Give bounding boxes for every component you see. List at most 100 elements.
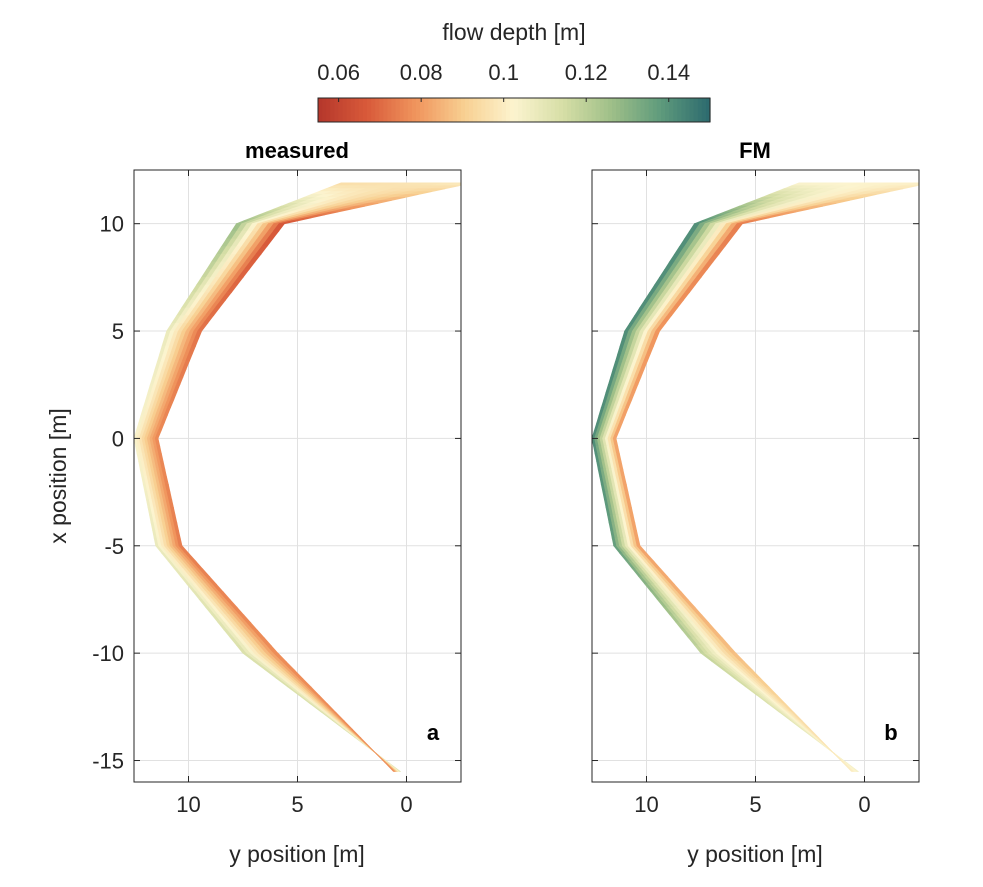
colorbar-tick-labels: 0.06 0.08 0.1 0.12 0.14	[317, 60, 690, 85]
x-tick-labels-fm: 10 5 0	[634, 792, 870, 817]
channel-fm	[592, 182, 919, 772]
colorbar-tick-label: 0.08	[400, 60, 443, 85]
colorbar-swatch	[546, 98, 552, 122]
colorbar-tick-label: 0.14	[647, 60, 690, 85]
colorbar-swatch	[514, 98, 519, 122]
colorbar-swatch	[599, 98, 605, 122]
colorbar-swatch	[575, 98, 580, 122]
x-axis-label-fm: y position [m]	[687, 841, 823, 867]
colorbar-swatch	[428, 98, 433, 122]
colorbar-swatch	[477, 98, 482, 122]
colorbar-swatch	[538, 98, 544, 122]
colorbar-swatch	[550, 98, 556, 122]
colorbar-swatch	[407, 98, 413, 122]
colorbar-swatch	[685, 98, 691, 122]
colorbar-swatch	[460, 98, 466, 122]
depth-cell	[384, 762, 396, 772]
colorbar-swatch	[669, 98, 674, 122]
colorbar-swatch	[612, 98, 617, 122]
colorbar-frame	[317, 97, 711, 123]
colorbar-tick-label: 0.06	[317, 60, 360, 85]
colorbar-swatch	[391, 98, 397, 122]
colorbar-swatch	[501, 98, 507, 122]
colorbar-swatch	[416, 98, 421, 122]
colorbar-swatch	[362, 98, 368, 122]
colorbar-swatch	[628, 98, 634, 122]
colorbar-swatch	[440, 98, 446, 122]
colorbar-swatch	[554, 98, 560, 122]
colorbar-swatch	[603, 98, 609, 122]
colorbar-swatch	[558, 98, 564, 122]
colorbar-swatch	[481, 98, 487, 122]
colorbar-swatch	[469, 98, 474, 122]
x-axis-label-measured: y position [m]	[229, 841, 365, 867]
depth-cell	[375, 754, 387, 764]
colorbar-swatch	[403, 98, 409, 122]
colorbar-swatch	[616, 98, 621, 122]
colorbar-ticks	[338, 98, 670, 102]
colorbar-swatch	[620, 98, 625, 122]
colorbar-swatch	[379, 98, 384, 122]
colorbar-swatch	[689, 98, 695, 122]
colorbar-swatch	[636, 98, 642, 122]
colorbar-swatch	[465, 98, 470, 122]
y-tick-label: 0	[112, 426, 124, 451]
x-tick-label: 0	[400, 792, 412, 817]
depth-cell	[367, 745, 378, 755]
panel-fm: FM 10 5 0 b y position [m]	[591, 138, 920, 867]
panel-letter-b: b	[884, 720, 897, 745]
colorbar-swatch	[665, 98, 670, 122]
colorbar-swatch	[701, 98, 707, 122]
colorbar-swatch	[444, 98, 450, 122]
colorbar-swatch	[697, 98, 703, 122]
colorbar-swatch	[326, 98, 331, 122]
colorbar-swatch	[375, 98, 380, 122]
colorbar-swatch	[358, 98, 364, 122]
colorbar-swatch	[579, 98, 585, 122]
colorbar: flow depth [m] 0.06 0.08 0.1 0.12 0.14	[317, 19, 711, 123]
colorbar-swatch	[677, 98, 683, 122]
x-tick-label: 5	[291, 792, 303, 817]
panel-title-measured: measured	[245, 138, 349, 163]
y-axis-label: x position [m]	[45, 408, 71, 544]
colorbar-swatch	[334, 98, 340, 122]
y-tick-label: 10	[100, 212, 124, 237]
colorbar-swatch	[342, 98, 348, 122]
colorbar-swatch	[505, 98, 511, 122]
colorbar-swatch	[624, 98, 629, 122]
depth-cell	[842, 762, 854, 772]
x-tick-label: 10	[634, 792, 658, 817]
depth-cell	[833, 754, 845, 764]
colorbar-swatch	[681, 98, 687, 122]
colorbar-swatch	[399, 98, 405, 122]
colorbar-swatch	[652, 98, 658, 122]
colorbar-swatch	[411, 98, 417, 122]
panel-title-fm: FM	[739, 138, 771, 163]
colorbar-swatch	[387, 98, 393, 122]
colorbar-swatch	[489, 98, 495, 122]
y-tick-label: -10	[92, 641, 124, 666]
colorbar-swatch	[338, 98, 344, 122]
colorbar-swatch	[607, 98, 613, 122]
colorbar-swatch	[571, 98, 576, 122]
colorbar-swatch	[587, 98, 593, 122]
colorbar-swatch	[640, 98, 646, 122]
colorbar-swatch	[318, 98, 323, 122]
x-tick-label: 0	[858, 792, 870, 817]
colorbar-swatch	[522, 98, 527, 122]
colorbar-swatch	[595, 98, 601, 122]
colorbar-swatch	[448, 98, 454, 122]
colorbar-swatch	[567, 98, 572, 122]
colorbar-swatch	[371, 98, 376, 122]
colorbar-swatch	[330, 98, 335, 122]
colorbar-swatch	[693, 98, 699, 122]
colorbar-swatch	[591, 98, 597, 122]
colorbar-swatch	[705, 98, 711, 122]
colorbar-swatch	[367, 98, 372, 122]
colorbar-swatch	[497, 98, 503, 122]
colorbar-swatch	[632, 98, 638, 122]
colorbar-swatch	[518, 98, 523, 122]
x-tick-labels-measured: 10 5 0	[176, 792, 412, 817]
colorbar-swatch	[485, 98, 491, 122]
